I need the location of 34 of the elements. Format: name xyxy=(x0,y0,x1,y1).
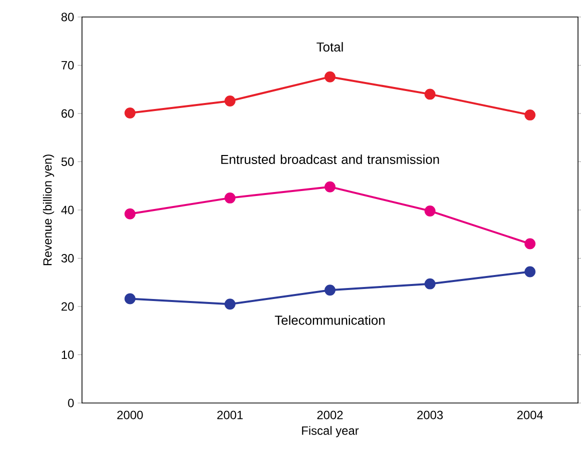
x-axis-title: Fiscal year xyxy=(302,426,359,438)
y-tick-label: 20 xyxy=(62,302,74,311)
series-label: Entrusted broadcast and transmission xyxy=(221,154,439,164)
point xyxy=(224,298,236,310)
y-tick-label: 0 xyxy=(68,398,74,408)
y-tick-label: 70 xyxy=(62,61,74,70)
point xyxy=(224,95,236,106)
x-tick-label: 2000 xyxy=(117,410,143,420)
point xyxy=(124,208,136,220)
point xyxy=(324,284,336,296)
y-tick-label: 10 xyxy=(62,350,74,359)
series-label: Telecommunication xyxy=(274,315,385,325)
point xyxy=(524,238,536,250)
x-tick-label: 2004 xyxy=(517,410,543,420)
point xyxy=(524,109,536,120)
point xyxy=(424,88,436,100)
y-tick-label: 50 xyxy=(61,158,74,166)
y-axis-title: Revenue (billion yen) xyxy=(42,154,54,266)
point xyxy=(524,266,536,278)
point xyxy=(224,192,236,204)
x-tick-label: 2001 xyxy=(217,410,243,420)
point xyxy=(324,71,336,82)
y-tick-label: 30 xyxy=(61,254,74,262)
point xyxy=(424,205,436,216)
y-tick-label: 60 xyxy=(62,109,74,118)
x-tick-label: 2002 xyxy=(317,410,343,420)
y-tick-label: 80 xyxy=(61,12,74,22)
x-tick-label: 2003 xyxy=(417,410,443,420)
point xyxy=(124,108,136,119)
point xyxy=(324,181,336,192)
point xyxy=(424,278,436,290)
series-label: Total xyxy=(316,42,343,52)
y-tick-label: 40 xyxy=(61,206,74,214)
point xyxy=(124,293,136,304)
